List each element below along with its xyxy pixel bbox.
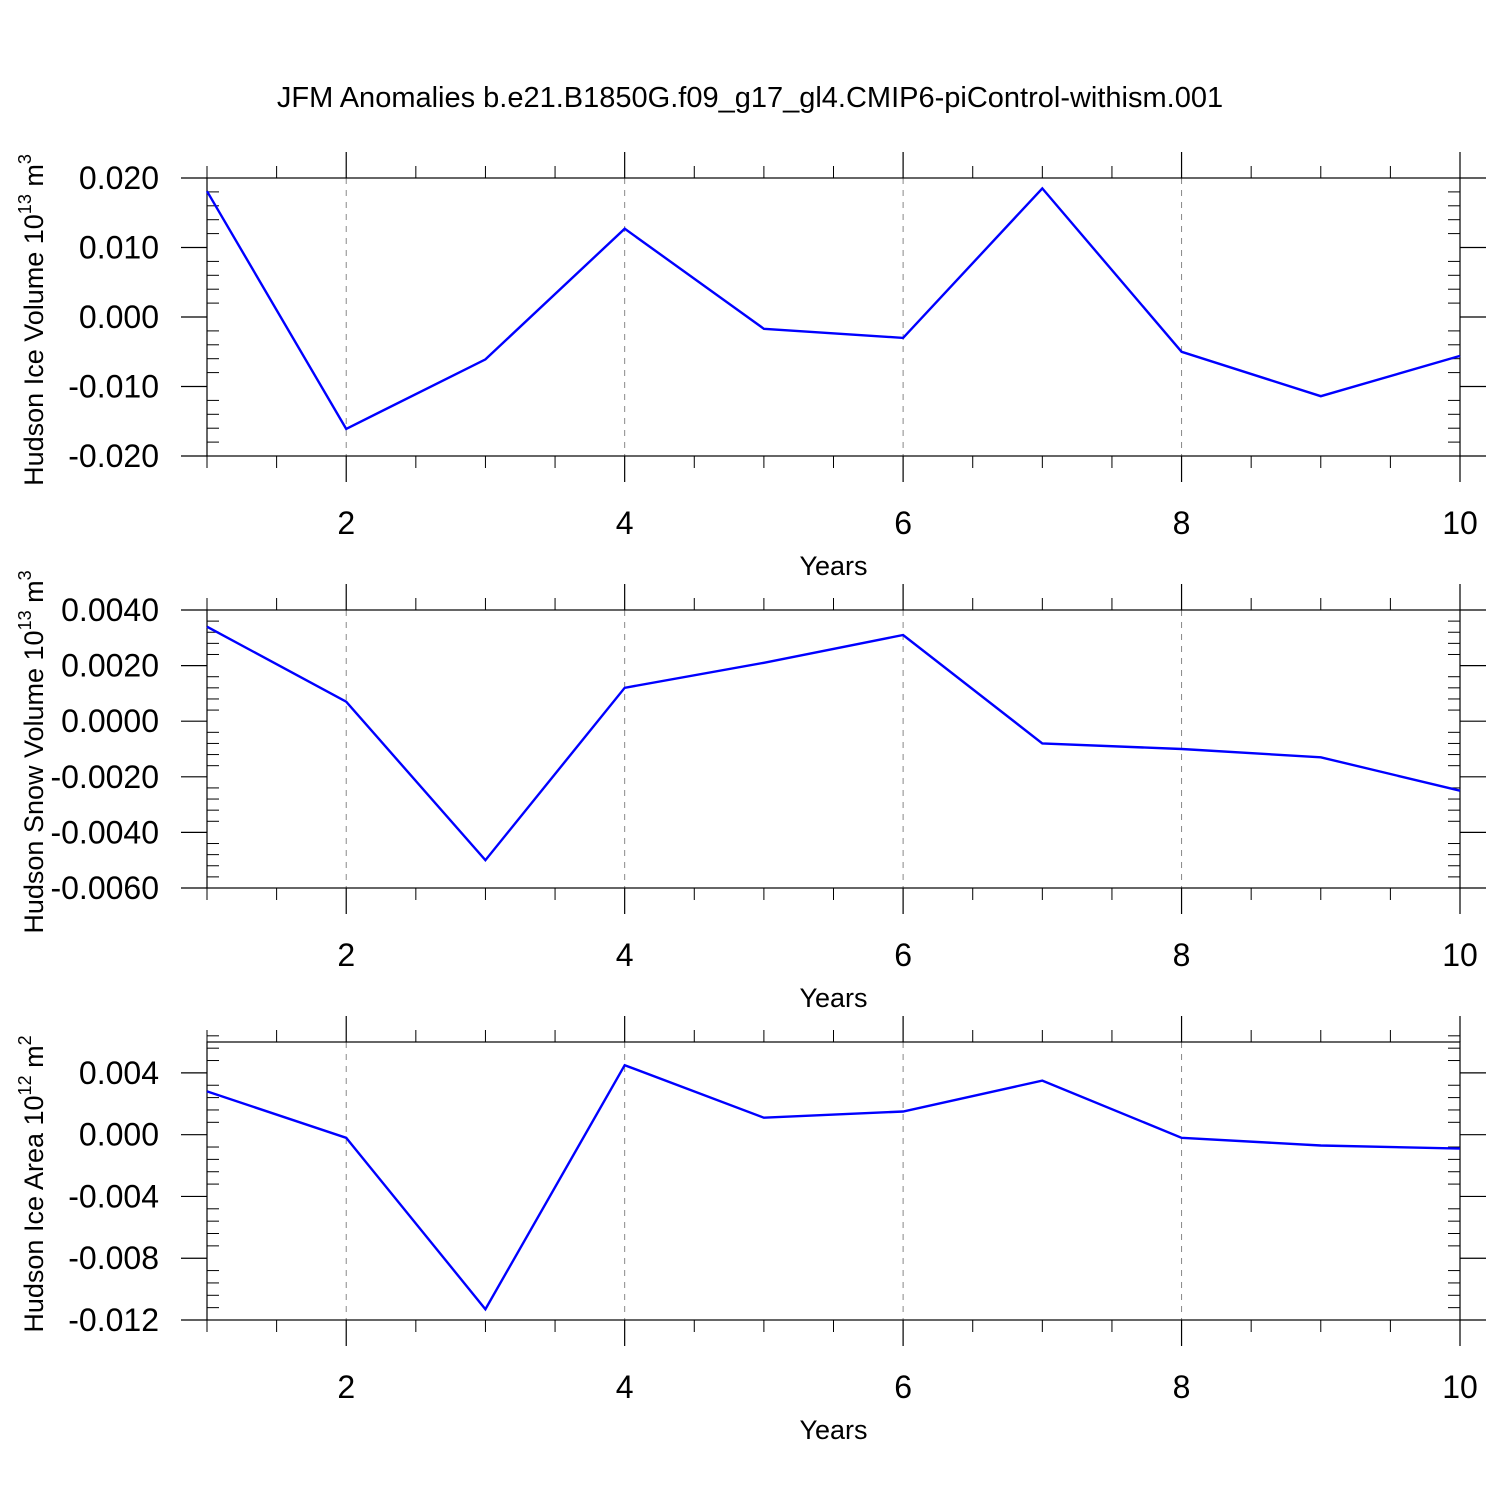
y-tick-label: -0.0020: [50, 759, 159, 795]
y-axis-label-unit-exponent: 2: [15, 1035, 35, 1045]
y-tick-label: 0.000: [79, 1117, 159, 1153]
series-line: [206, 1063, 1461, 1312]
y-axis-label-unit-exponent: 3: [15, 570, 35, 580]
x-tick-label: 4: [616, 937, 634, 973]
y-tick-label: -0.0060: [50, 870, 159, 906]
y-axis-label-unit: m: [19, 1045, 49, 1075]
y-tick-label: -0.0040: [50, 814, 159, 850]
series-line: [205, 186, 1461, 431]
y-tick-label: 0.0000: [61, 703, 159, 739]
y-tick-label: 0.0020: [61, 648, 159, 684]
chart-panel-2: 2 4 6 8 10 -0.0060 -0.0040 -0.0020 0.0000 0.0020 0…: [15, 570, 1486, 1013]
y-tick-label: 0.0040: [61, 592, 159, 628]
y-tick-label: -0.020: [68, 438, 159, 474]
y-axis-label-exponent: 12: [15, 1075, 35, 1095]
y-axis-label-unit-exponent: 3: [15, 154, 35, 164]
y-tick-label: -0.012: [68, 1302, 159, 1338]
x-tick-label: 6: [894, 937, 912, 973]
panels: 2 4 6 8 10 -0.020 -0.010 0.000 0.010 0.020 Years Hu…: [15, 152, 1486, 1445]
x-tick-label: 10: [1442, 937, 1478, 973]
x-tick-label: 6: [894, 505, 912, 541]
y-tick-label: -0.004: [68, 1178, 159, 1214]
y-axis-label: Hudson Snow Volume 1013 m3: [15, 570, 49, 933]
y-tick-label: 0.020: [79, 160, 159, 196]
x-tick-label: 8: [1173, 505, 1191, 541]
y-tick-label: -0.008: [68, 1240, 159, 1276]
y-axis-label: Hudson Ice Volume 1013 m3: [15, 154, 49, 486]
x-tick-label: 8: [1173, 1369, 1191, 1405]
x-tick-label: 6: [894, 1369, 912, 1405]
y-axis-label-text: Hudson Ice Volume 10: [19, 214, 49, 486]
y-tick-label: 0.004: [79, 1055, 159, 1091]
x-axis-label: Years: [799, 1415, 867, 1445]
y-axis-label-exponent: 13: [15, 194, 35, 214]
x-tick-label: 2: [337, 505, 355, 541]
x-tick-label: 2: [337, 937, 355, 973]
y-tick-label: -0.010: [68, 369, 159, 405]
y-axis-label: Hudson Ice Area 1012 m2: [15, 1035, 49, 1332]
y-axis-label-text: Hudson Ice Area 10: [19, 1095, 49, 1332]
x-axis-label: Years: [799, 551, 867, 581]
y-axis-label-unit: m: [19, 580, 49, 610]
y-axis-label-text: Hudson Snow Volume 10: [19, 630, 49, 933]
x-tick-label: 2: [337, 1369, 355, 1405]
y-axis-label-unit: m: [19, 164, 49, 194]
y-tick-label: 0.010: [79, 230, 159, 266]
y-tick-label: 0.000: [79, 299, 159, 335]
x-tick-label: 10: [1442, 1369, 1478, 1405]
x-tick-label: 4: [616, 1369, 634, 1405]
y-axis-label-exponent: 13: [15, 610, 35, 630]
x-tick-label: 4: [616, 505, 634, 541]
x-tick-label: 8: [1173, 937, 1191, 973]
x-tick-label: 10: [1442, 505, 1478, 541]
series-line: [206, 625, 1461, 863]
chart-panel-3: 2 4 6 8 10 -0.012 -0.008 -0.004 0.000 0.004 Years H…: [15, 1016, 1486, 1445]
chart-panel-1: 2 4 6 8 10 -0.020 -0.010 0.000 0.010 0.020 Years Hu…: [15, 152, 1486, 581]
figure-title: JFM Anomalies b.e21.B1850G.f09_g17_gl4.C…: [277, 82, 1223, 114]
x-axis-label: Years: [799, 983, 867, 1013]
